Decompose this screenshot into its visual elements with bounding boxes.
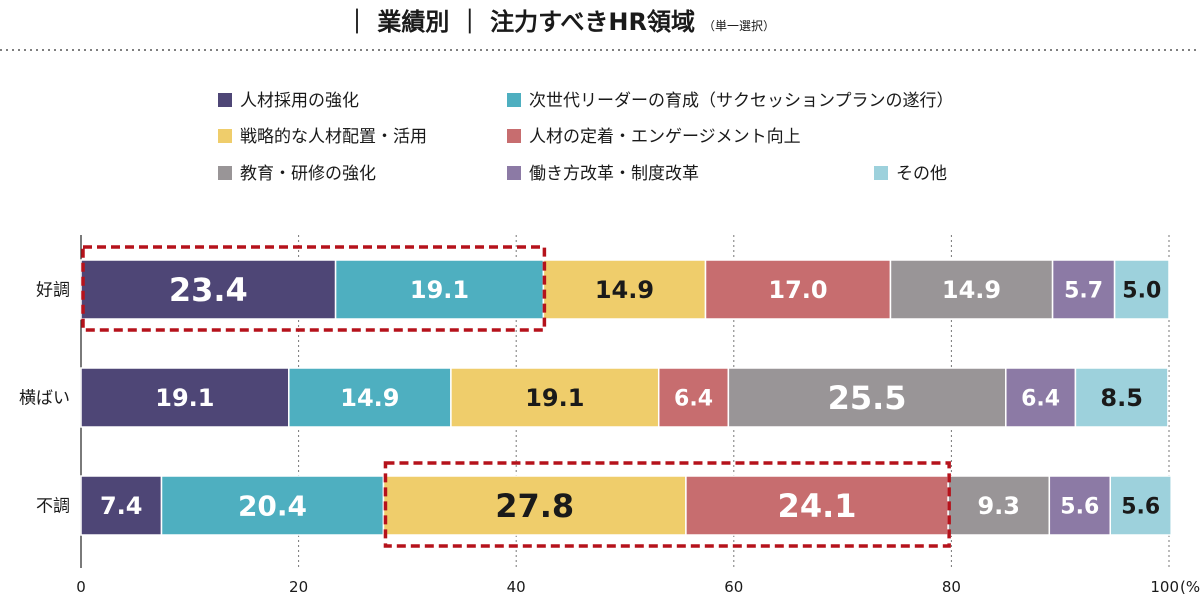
bar-segment [1048, 475, 1111, 536]
legend-swatch [218, 93, 232, 107]
data-label: 27.8 [495, 487, 574, 525]
legend-label: 教育・研修の強化 [240, 164, 376, 184]
category-label: 好調 [36, 281, 70, 301]
data-label: 14.9 [942, 276, 1001, 304]
data-label: 6.4 [1021, 386, 1060, 411]
data-label: 19.1 [525, 384, 584, 412]
legend-swatch [507, 129, 521, 143]
data-label: 14.9 [595, 276, 654, 304]
chart-title: 注力すべきHR領域 [490, 8, 695, 36]
title-note: （単一選択） [703, 19, 775, 33]
bar-segment [1005, 367, 1077, 428]
category-label: 横ばい [19, 389, 70, 409]
bars: 23.4 19.1 14.9 17.0 14.9 5.7 5.0 19.1 14.9 19.1 6.… [80, 259, 1172, 536]
data-label: 20.4 [238, 490, 307, 523]
legend-swatch [507, 166, 521, 180]
tick-label: 20 [289, 578, 308, 596]
data-label: 6.4 [674, 386, 713, 411]
legend-swatch [874, 166, 888, 180]
data-label: 8.5 [1100, 384, 1143, 412]
tick-label: 40 [507, 578, 526, 596]
data-label: 24.1 [778, 487, 857, 525]
bar-segment [80, 475, 163, 536]
highlight-boxes [81, 245, 951, 548]
highlight-box [81, 245, 547, 332]
legend: 人材採用の強化 次世代リーダーの育成（サクセッションプランの遂行） 戦略的な人材配置… [218, 91, 954, 184]
tick-label: 0 [76, 578, 86, 596]
data-label: 5.0 [1122, 278, 1161, 303]
bar-segment [889, 259, 1054, 320]
bar-segment [160, 475, 385, 536]
bar-segment [288, 367, 452, 428]
data-label: 17.0 [768, 276, 827, 304]
title-prefix: ｜ 業績別 ｜ [345, 8, 490, 36]
bar-segment [1109, 475, 1172, 536]
legend-label: その他 [896, 164, 947, 184]
legend-label: 次世代リーダーの育成（サクセッションプランの遂行） [529, 91, 954, 111]
x-axis-ticks: 0 20 40 60 80 100(%) [76, 578, 1200, 596]
legend-swatch [507, 93, 521, 107]
x-unit-label: (%) [1180, 578, 1200, 596]
data-label: 19.1 [155, 384, 214, 412]
bar-segment [382, 475, 687, 536]
highlight-box [383, 461, 951, 548]
data-label: 5.6 [1060, 494, 1099, 519]
legend-label: 働き方改革・制度改革 [529, 164, 699, 184]
legend-label: 人材の定着・エンゲージメント向上 [529, 127, 801, 147]
bar-segment [334, 259, 545, 320]
data-label: 25.5 [828, 379, 907, 417]
tick-label: 80 [942, 578, 961, 596]
bar-segment [947, 475, 1051, 536]
bar-segment [1113, 259, 1170, 320]
legend-label: 人材採用の強化 [240, 91, 359, 111]
data-label: 5.6 [1121, 494, 1160, 519]
data-label: 9.3 [977, 492, 1020, 520]
data-label: 19.1 [410, 276, 469, 304]
legend-label: 戦略的な人材配置・活用 [240, 127, 427, 147]
bar-segment [685, 475, 949, 536]
bar-segment [657, 367, 730, 428]
tick-label: 100 [1150, 578, 1179, 596]
data-label: 5.7 [1064, 278, 1103, 303]
bar-segment [80, 259, 337, 320]
category-label: 不調 [36, 497, 70, 517]
chart-header: ｜ 業績別 ｜ 注力すべきHR領域 （単一選択） [345, 8, 775, 36]
data-label: 23.4 [169, 271, 248, 309]
tick-label: 60 [724, 578, 743, 596]
data-label: 14.9 [340, 384, 399, 412]
legend-swatch [218, 129, 232, 143]
data-label: 7.4 [100, 492, 143, 520]
legend-swatch [218, 166, 232, 180]
bar-segment [542, 259, 707, 320]
svg-text:｜ 業績別 ｜ 注力すべきHR領域（単一選択）: ｜ 業績別 ｜ 注力すべきHR領域 （単一選択） [345, 8, 775, 36]
bar-segment [1074, 367, 1169, 428]
